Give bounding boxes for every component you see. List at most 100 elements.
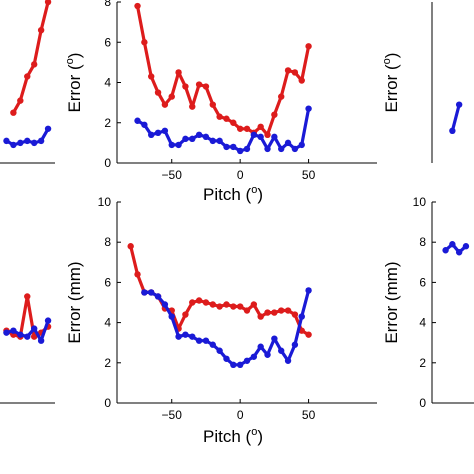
data-point-blue [209,137,216,145]
data-point-red [230,119,237,126]
y-tick-label: 10 [98,195,112,209]
data-point-red [305,43,312,50]
data-point-red [134,2,141,10]
data-point-blue [17,331,24,338]
data-point-blue [278,145,285,153]
x-tick-label: 50 [302,408,316,422]
data-point-red [223,301,230,308]
data-point-red [24,73,31,80]
data-point-blue [195,337,203,344]
data-point-red [278,307,285,314]
data-point-red [264,309,271,316]
plot-area [442,241,470,256]
plot-area [449,101,463,134]
y-tick-label: 10 [413,195,427,209]
data-point-blue [236,147,244,155]
data-point-blue [17,139,24,147]
data-point-red [257,123,264,130]
data-point-blue [168,313,175,320]
data-point-red [298,77,305,84]
data-point-blue [298,141,305,149]
data-point-red [216,303,223,310]
data-point-blue [148,131,155,139]
data-point-red [189,299,196,306]
data-point-blue [44,317,52,324]
data-point-red [305,331,312,338]
data-point-blue [195,131,203,139]
data-point-blue [202,133,210,141]
data-point-red [189,103,196,110]
data-point-blue [216,137,223,145]
data-point-red [30,61,38,68]
data-point-blue [189,333,196,340]
series-line-blue [450,104,461,132]
data-point-red [127,243,134,250]
data-point-red [148,73,155,80]
y-tick-label: 4 [104,316,111,330]
data-point-blue [141,289,148,296]
data-point-red [216,113,223,120]
data-point-blue [148,289,155,296]
data-point-blue [257,343,264,350]
data-point-red [175,69,182,76]
x-tick-label: 0 [237,168,244,182]
data-point-blue [189,135,196,143]
series-line-red [129,245,310,337]
data-point-blue [161,301,169,308]
data-point-blue [24,137,31,145]
data-point-blue [44,125,52,132]
data-point-blue [24,333,31,340]
data-point-blue [230,143,237,151]
data-point-red [44,0,52,6]
data-point-blue [182,331,189,338]
x-tick-label: −50 [162,408,183,422]
data-point-red [141,39,148,46]
data-point-red [209,301,216,308]
x-axis-label: Pitch (o) [203,426,263,446]
data-point-red [154,89,162,96]
data-point-blue [250,131,258,139]
data-point-blue [264,351,271,358]
data-point-blue [223,355,230,362]
series-line-red [135,5,311,137]
data-point-red [284,307,292,314]
y-tick-label: 0 [104,156,111,170]
y-tick-label: 2 [104,116,111,130]
data-point-red [243,125,251,132]
plot-area [3,293,52,344]
y-tick-label: 2 [419,356,426,370]
y-axis-label: Error (mm) [65,261,84,343]
data-point-blue [449,127,456,134]
y-tick-label: 4 [419,316,426,330]
data-point-blue [264,145,271,153]
data-point-red [134,271,141,278]
data-point-blue [216,347,223,354]
data-point-blue [449,241,456,248]
data-point-red [278,93,285,100]
data-point-blue [10,141,17,149]
data-point-blue [284,357,292,364]
data-point-blue [209,341,216,348]
data-point-red [209,101,216,108]
data-point-red [202,299,210,306]
data-point-blue [271,335,278,342]
data-point-blue [284,139,292,147]
data-point-blue [161,127,169,134]
data-point-blue [175,333,182,340]
data-point-red [243,307,251,314]
data-point-blue [462,243,470,250]
data-point-red [236,303,244,310]
data-point-red [182,83,189,90]
y-tick-label: 2 [104,356,111,370]
data-point-blue [305,105,312,112]
panel-top-right-partial: Error (o) [381,2,463,163]
data-point-blue [236,361,244,369]
data-point-blue [202,337,210,344]
data-point-blue [141,121,148,128]
data-point-blue [182,135,189,143]
data-point-blue [37,337,45,344]
data-point-blue [3,329,10,336]
y-tick-label: 8 [419,235,426,249]
